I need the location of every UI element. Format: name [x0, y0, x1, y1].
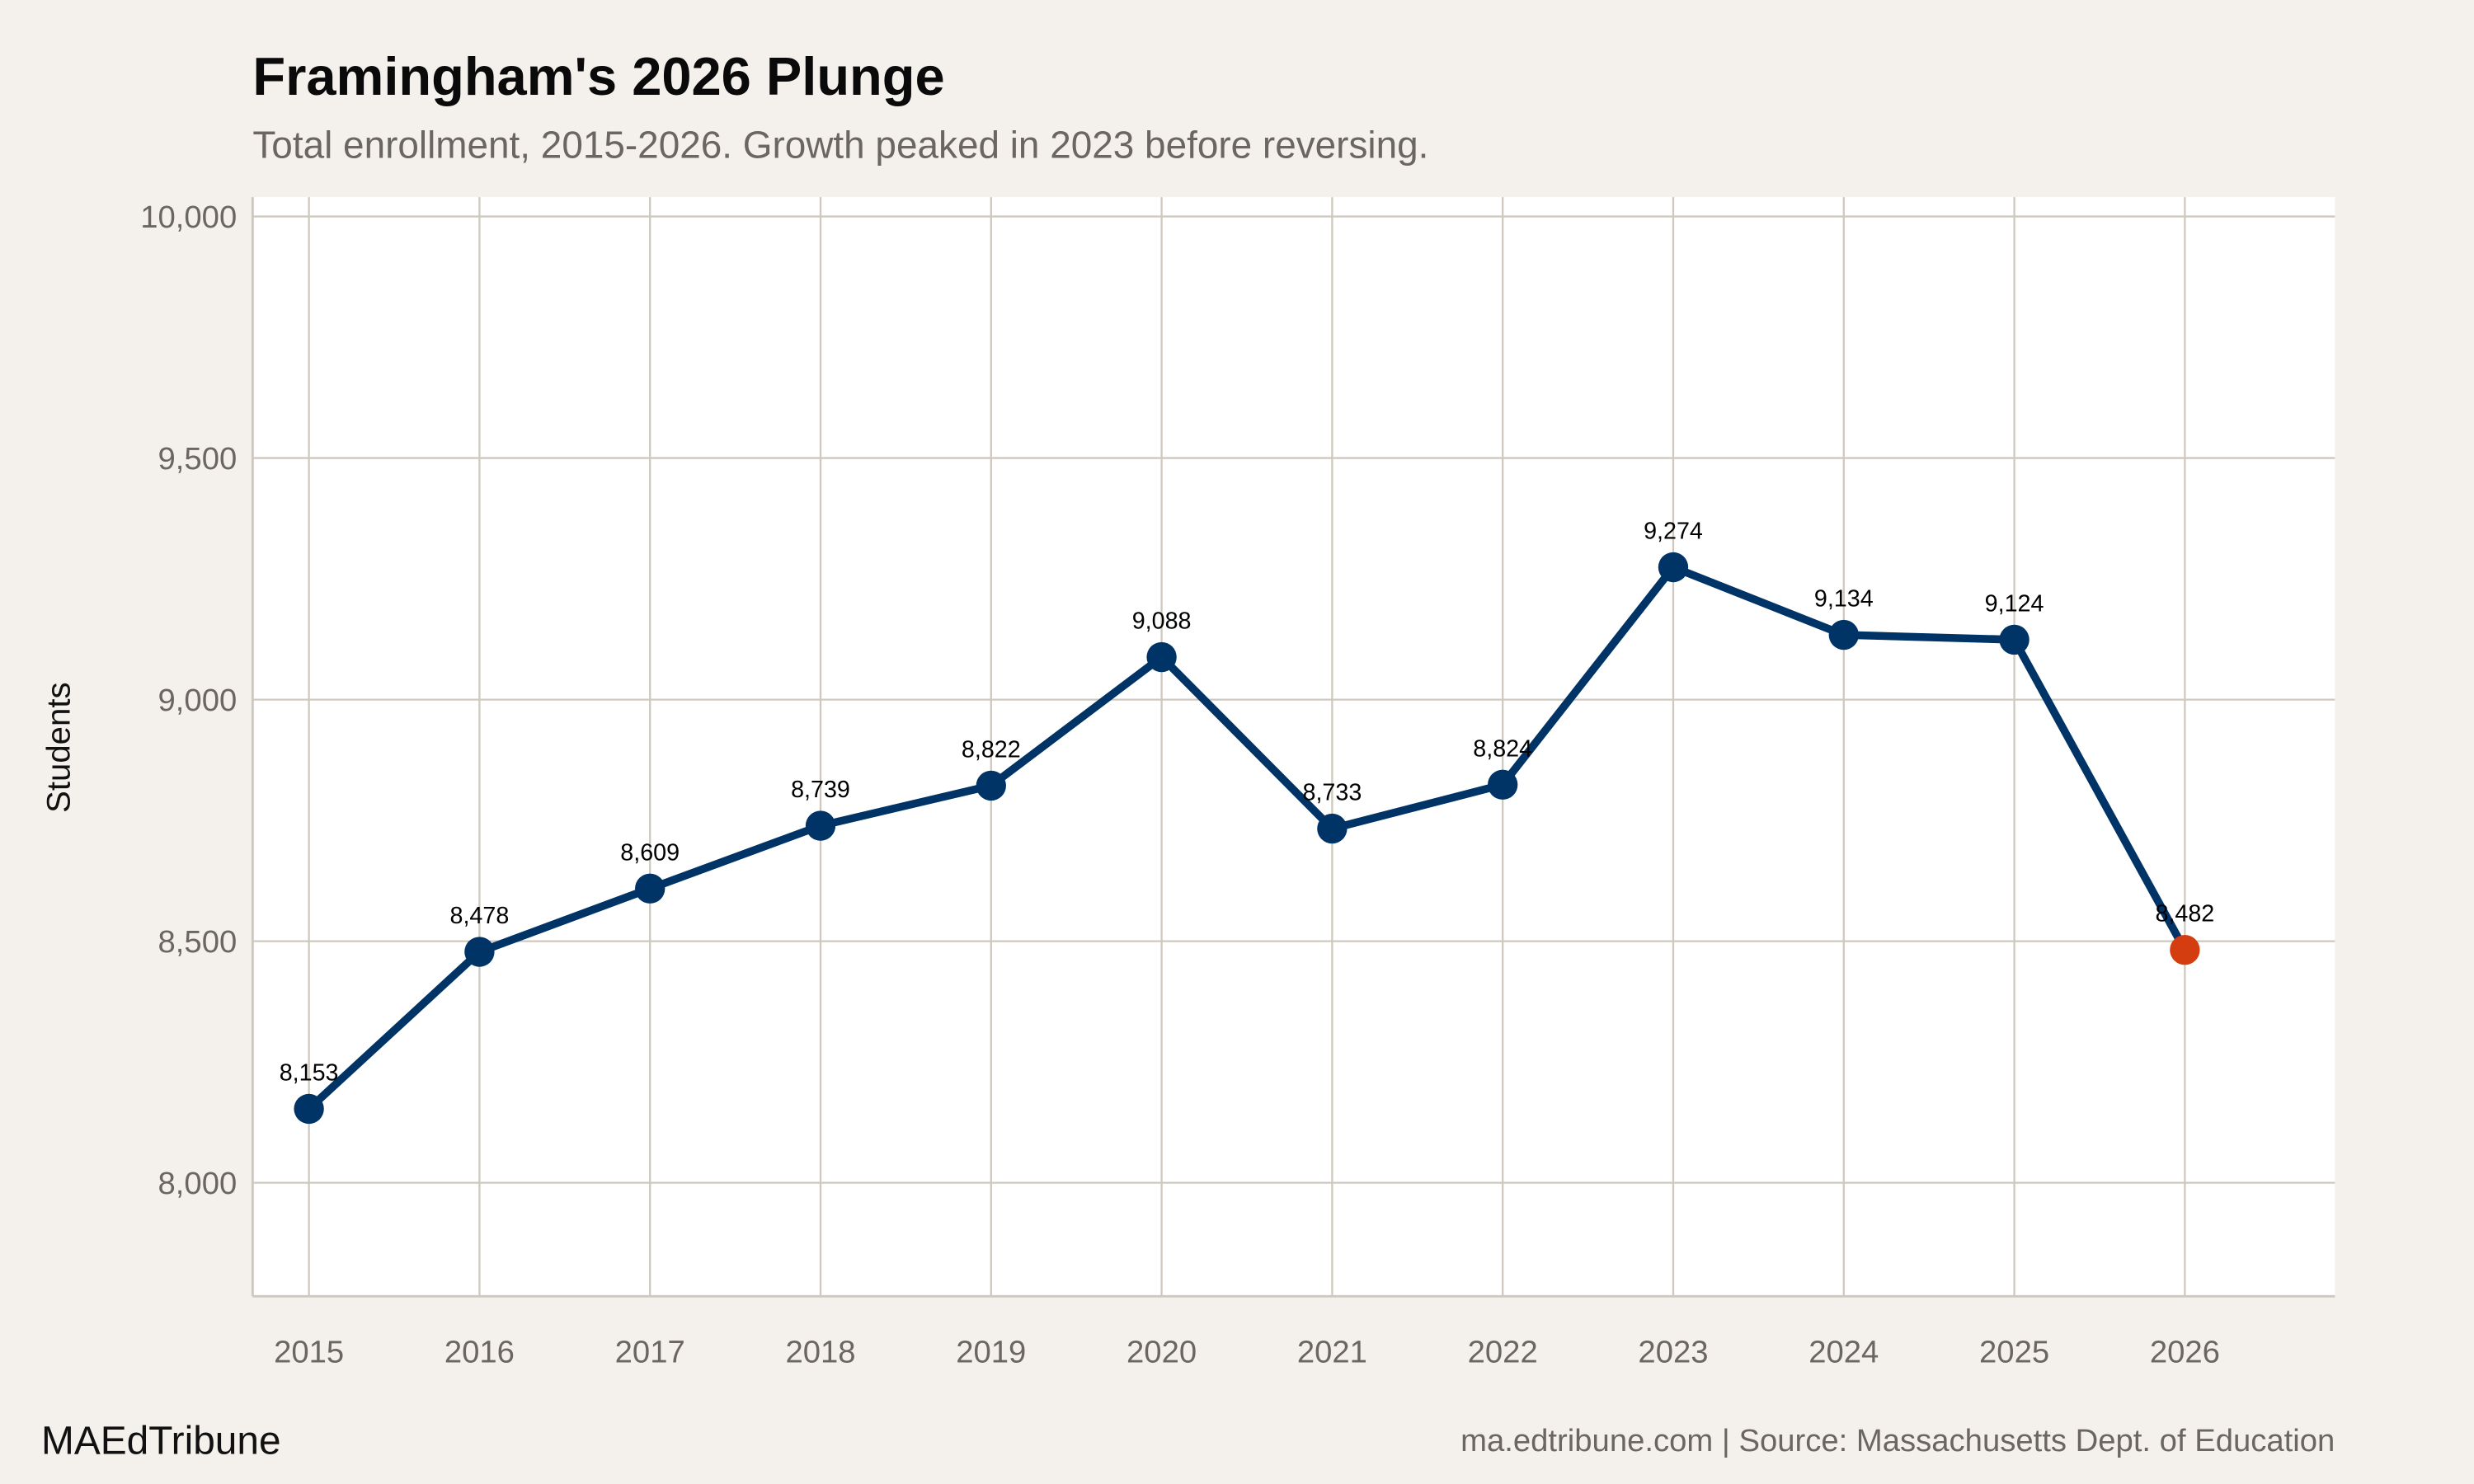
- x-tick-label: 2020: [1126, 1335, 1197, 1370]
- x-tick-label: 2018: [785, 1335, 855, 1370]
- y-tick-labels: 8,000 8,500 9,000 9,500 10,000: [140, 200, 237, 1201]
- y-tick-label: 10,000: [140, 200, 237, 235]
- data-label: 8,739: [791, 777, 850, 803]
- data-labels: 8,153 8,478 8,609 8,739 8,822 9,088 8,733 8,824…: [280, 519, 2215, 1087]
- data-point: [635, 873, 666, 904]
- data-label: 8,482: [2155, 901, 2214, 928]
- chart-title: Framingham's 2026 Plunge: [252, 46, 944, 106]
- x-tick-label: 2026: [2150, 1335, 2220, 1370]
- y-tick-label: 9,000: [158, 683, 238, 718]
- x-tick-label: 2022: [1468, 1335, 1538, 1370]
- x-tick-label: 2019: [956, 1335, 1026, 1370]
- x-tick-label: 2023: [1638, 1335, 1708, 1370]
- data-label: 8,153: [280, 1060, 339, 1087]
- enrollment-series: [294, 552, 2200, 1125]
- data-point: [1828, 619, 1859, 650]
- data-label: 9,124: [1985, 590, 2044, 617]
- source-note: ma.edtribune.com | Source: Massachusetts…: [1460, 1423, 2335, 1458]
- x-tick-label: 2024: [1808, 1335, 1879, 1370]
- data-label: 8,733: [1302, 780, 1362, 806]
- y-tick-label: 8,000: [158, 1166, 238, 1201]
- data-point: [1999, 624, 2030, 655]
- series-line: [306, 563, 2189, 1112]
- x-tick-label: 2025: [1979, 1335, 2049, 1370]
- brand-logo-text: MAEdTribune: [41, 1420, 281, 1463]
- x-tick-label: 2016: [444, 1335, 515, 1370]
- data-label: 8,478: [450, 903, 510, 929]
- y-tick-label: 8,500: [158, 924, 238, 960]
- data-label: 9,274: [1644, 519, 1703, 545]
- y-axis-label: Students: [40, 682, 77, 813]
- axes: [251, 197, 2335, 1298]
- data-label: 8,822: [962, 736, 1021, 763]
- x-tick-label: 2017: [615, 1335, 685, 1370]
- data-point: [294, 1093, 324, 1125]
- data-point: [976, 770, 1006, 801]
- y-tick-label: 9,500: [158, 441, 238, 477]
- data-point: [1146, 641, 1177, 673]
- data-point: [805, 810, 836, 841]
- x-tick-labels: 2015 2016 2017 2018 2019 2020 2021 2022 2023 2024…: [274, 1335, 2220, 1370]
- data-point: [1488, 769, 1518, 800]
- x-tick-label: 2021: [1297, 1335, 1367, 1370]
- x-tick-label: 2015: [274, 1335, 344, 1370]
- data-label: 9,134: [1814, 586, 1874, 613]
- highlight-data-point: [2170, 935, 2200, 965]
- data-label: 9,088: [1132, 608, 1192, 635]
- data-label: 8,609: [620, 839, 680, 866]
- data-point: [464, 937, 495, 967]
- data-point: [1317, 813, 1348, 844]
- data-point: [1658, 552, 1689, 583]
- data-label: 8,824: [1473, 735, 1532, 762]
- plot-area: [252, 197, 2335, 1297]
- chart-subtitle: Total enrollment, 2015-2026. Growth peak…: [252, 123, 1428, 166]
- gridlines: [252, 197, 2335, 1297]
